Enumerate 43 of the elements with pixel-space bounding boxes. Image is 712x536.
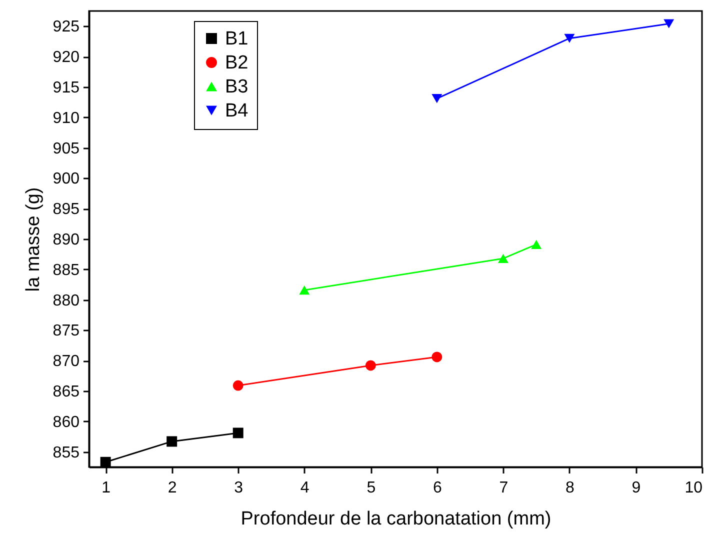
x-tick-label: 9 — [632, 480, 641, 496]
point — [100, 456, 111, 468]
x-tick-label: 1 — [102, 480, 111, 496]
y-tick-label: 920 — [52, 49, 80, 66]
point — [232, 380, 244, 391]
point — [531, 240, 542, 250]
y-tick-label: 855 — [52, 444, 80, 462]
y-tick-label: 915 — [52, 80, 80, 96]
x-tick-label: 7 — [499, 480, 508, 496]
point — [365, 360, 376, 371]
y-tick-label: 925 — [52, 18, 80, 36]
legend-label: B4 — [225, 100, 249, 122]
x-tick-label: 2 — [168, 480, 177, 496]
legend-label: B2 — [225, 52, 248, 74]
y-tick-label: 910 — [52, 110, 80, 127]
point — [232, 428, 244, 438]
point — [564, 34, 575, 43]
point — [432, 94, 442, 104]
x-tick-label: 8 — [566, 480, 575, 496]
y-tick-label: 880 — [52, 292, 80, 310]
y-tick-label: 895 — [52, 201, 80, 218]
point — [664, 19, 674, 28]
y-tick-label: 885 — [52, 262, 80, 279]
x-tick-label: 4 — [300, 480, 310, 496]
point — [299, 286, 310, 295]
x-tick-label: 5 — [366, 480, 376, 496]
point — [166, 436, 178, 447]
y-tick-label: 870 — [52, 353, 80, 370]
y-tick-label: 900 — [52, 170, 80, 188]
x-tick-label: 10 — [684, 480, 703, 496]
point — [498, 254, 508, 263]
legend-label: B1 — [225, 28, 248, 50]
x-tick-label: 6 — [432, 480, 442, 496]
y-tick-label: 865 — [52, 384, 80, 400]
y-tick-label: 860 — [52, 414, 80, 431]
x-axis-title: Profondeur de la carbonatation (mm) — [240, 508, 552, 530]
point — [432, 352, 442, 362]
y-tick-label: 890 — [52, 232, 80, 248]
x-tick-label: 3 — [234, 480, 244, 496]
y-axis-title: la masse (g) — [22, 187, 44, 292]
y-tick-label: 905 — [52, 140, 80, 158]
legend-label: B3 — [225, 76, 248, 98]
y-tick-label: 875 — [52, 322, 80, 340]
